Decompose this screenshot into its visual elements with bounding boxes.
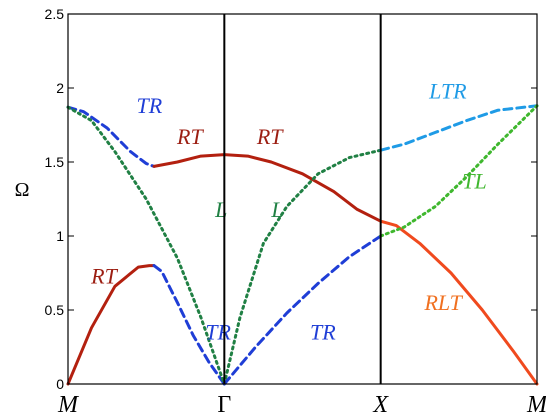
annotation-label-7: RT (90, 263, 118, 288)
y-tick-label-4: 2 (56, 80, 64, 96)
series-line-2 (66, 105, 156, 168)
series-line-1 (152, 264, 226, 386)
x-tick-label-0: M (57, 392, 80, 418)
annotation-label-4: L (214, 197, 227, 222)
y-tick-label-0: 0 (56, 376, 64, 392)
series-line-6 (222, 234, 383, 386)
annotation-label-5: L (270, 197, 283, 222)
y-tick-label-3: 1.5 (45, 154, 65, 170)
annotation-layer: TR RT RT LTR L L TL RT TR TR RLT (90, 78, 487, 344)
series-line-7 (379, 219, 539, 386)
annotation-label-1: RT (176, 124, 204, 149)
y-tick-label-5: 2.5 (45, 6, 65, 22)
plot-frame (67, 13, 538, 385)
annotation-label-10: RLT (423, 290, 463, 315)
series-line-3 (66, 105, 226, 386)
series-line-8 (379, 104, 539, 152)
y-axis-label: Ω (15, 179, 30, 201)
x-tick-label-3: M (526, 392, 546, 418)
series-line-5 (222, 148, 383, 386)
series-line-0 (66, 264, 156, 386)
x-tick-label-1: Γ (217, 392, 231, 418)
axes-layer: 0 0.5 1 1.5 2 2.5 M Γ X M (45, 6, 546, 418)
annotation-label-6: TL (462, 169, 486, 194)
x-tick-label-2: X (372, 392, 389, 418)
series-layer (66, 104, 539, 386)
series-line-9 (379, 104, 539, 238)
annotation-label-2: RT (256, 124, 284, 149)
annotation-label-9: TR (310, 320, 336, 345)
annotation-label-3: LTR (428, 78, 467, 103)
series-line-4 (152, 153, 383, 223)
y-tick-label-1: 0.5 (45, 302, 65, 318)
annotation-label-0: TR (136, 93, 162, 118)
annotation-label-8: TR (205, 320, 231, 345)
y-tick-label-2: 1 (56, 228, 64, 244)
